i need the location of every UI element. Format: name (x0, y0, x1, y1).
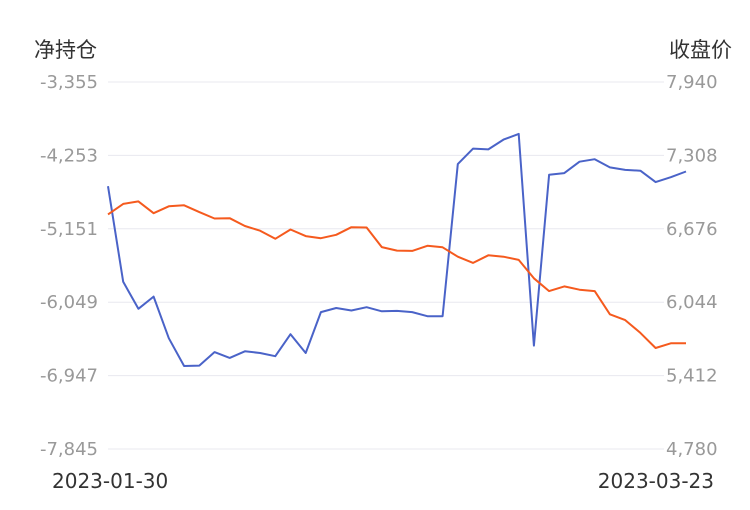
close-price-line (107, 200, 686, 349)
left-axis-title: 净持仓 (34, 38, 97, 62)
right-tick-label: 6,044 (666, 292, 718, 313)
series-lines (107, 132, 687, 367)
right-tick-label: 5,412 (666, 366, 718, 387)
left-axis-ticks: -3,355 -4,253 -5,151 -6,049 -6,947 -7,845 (40, 72, 98, 460)
right-tick-label: 4,780 (666, 439, 718, 460)
right-tick-label: 6,676 (666, 219, 718, 240)
left-tick-label: -6,947 (40, 366, 98, 387)
x-end-label: 2023-03-23 (598, 469, 714, 493)
left-tick-label: -7,845 (40, 439, 98, 460)
right-axis-ticks: 7,940 7,308 6,676 6,044 5,412 4,780 (666, 72, 718, 460)
right-axis-title: 收盘价 (669, 38, 732, 62)
gridlines (108, 81, 664, 450)
right-tick-label: 7,308 (666, 145, 718, 166)
right-tick-label: 7,940 (666, 72, 718, 93)
x-start-label: 2023-01-30 (52, 469, 168, 493)
net-position-line (107, 132, 687, 367)
left-tick-label: -3,355 (40, 72, 98, 93)
left-tick-label: -4,253 (40, 145, 98, 166)
left-tick-label: -5,151 (40, 219, 98, 240)
left-tick-label: -6,049 (40, 292, 98, 313)
